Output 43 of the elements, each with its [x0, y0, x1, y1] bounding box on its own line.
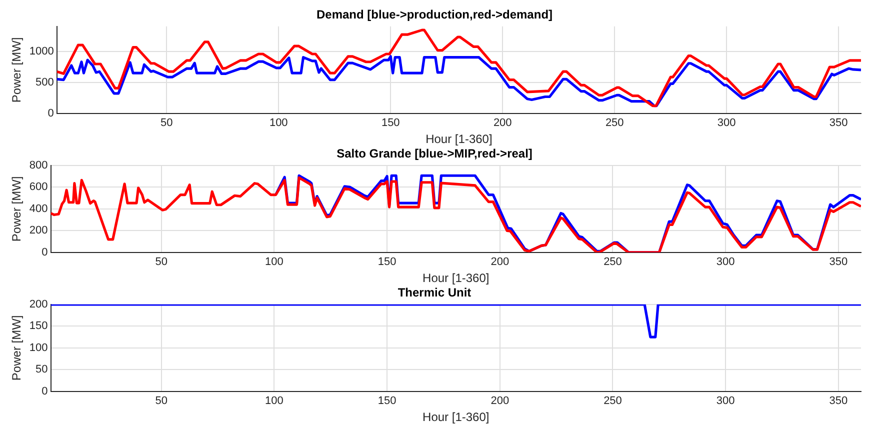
x-axis-title: Hour [1-360] [426, 132, 492, 146]
x-tick-label: 350 [829, 256, 848, 268]
x-tick-label: 200 [490, 256, 510, 268]
x-tick-label: 250 [605, 117, 624, 130]
y-tick-label: 0 [42, 246, 48, 258]
x-tick-label: 100 [265, 395, 284, 408]
x-tick-label: 150 [381, 117, 400, 130]
x-tick-label: 150 [378, 256, 396, 268]
y-tick-label: 200 [29, 298, 48, 310]
x-tick-label: 300 [717, 117, 736, 130]
x-axis-title: Hour [1-360] [422, 410, 490, 424]
x-tick-label: 250 [604, 256, 622, 268]
x-tick-label: 50 [155, 256, 168, 268]
y-tick-label: 50 [36, 364, 48, 376]
y-tick-label: 0 [42, 385, 48, 398]
y-axis-title: Power [MW] [10, 315, 24, 381]
chart-title: Demand [blue->production,red->demand] [316, 8, 553, 22]
y-axis-title: Power [MW] [10, 37, 24, 103]
y-tick-label: 600 [29, 181, 48, 194]
y-tick-label: 800 [29, 159, 48, 172]
y-tick-label: 150 [29, 320, 48, 332]
x-tick-label: 100 [269, 117, 288, 130]
y-tick-label: 400 [29, 202, 48, 215]
x-tick-label: 350 [829, 117, 848, 130]
y-tick-label: 1000 [29, 45, 54, 58]
x-tick-label: 200 [490, 395, 510, 408]
x-tick-label: 350 [829, 395, 848, 408]
y-tick-label: 100 [29, 342, 48, 354]
x-tick-label: 100 [265, 256, 284, 268]
x-tick-label: 50 [160, 117, 173, 130]
x-tick-label: 200 [493, 117, 512, 130]
x-tick-label: 150 [378, 395, 396, 408]
x-tick-label: 250 [604, 395, 622, 408]
chart-title: Salto Grande [blue->MIP,red->real] [336, 146, 532, 161]
y-axis-title: Power [MW] [10, 176, 24, 242]
x-tick-label: 300 [716, 395, 735, 408]
y-tick-label: 200 [29, 224, 48, 237]
x-tick-label: 300 [716, 256, 735, 268]
x-tick-label: 50 [155, 395, 168, 408]
y-tick-label: 500 [36, 76, 54, 88]
chart-title: Thermic Unit [398, 286, 472, 300]
y-tick-label: 0 [48, 107, 54, 120]
x-axis-title: Hour [1-360] [422, 271, 490, 286]
